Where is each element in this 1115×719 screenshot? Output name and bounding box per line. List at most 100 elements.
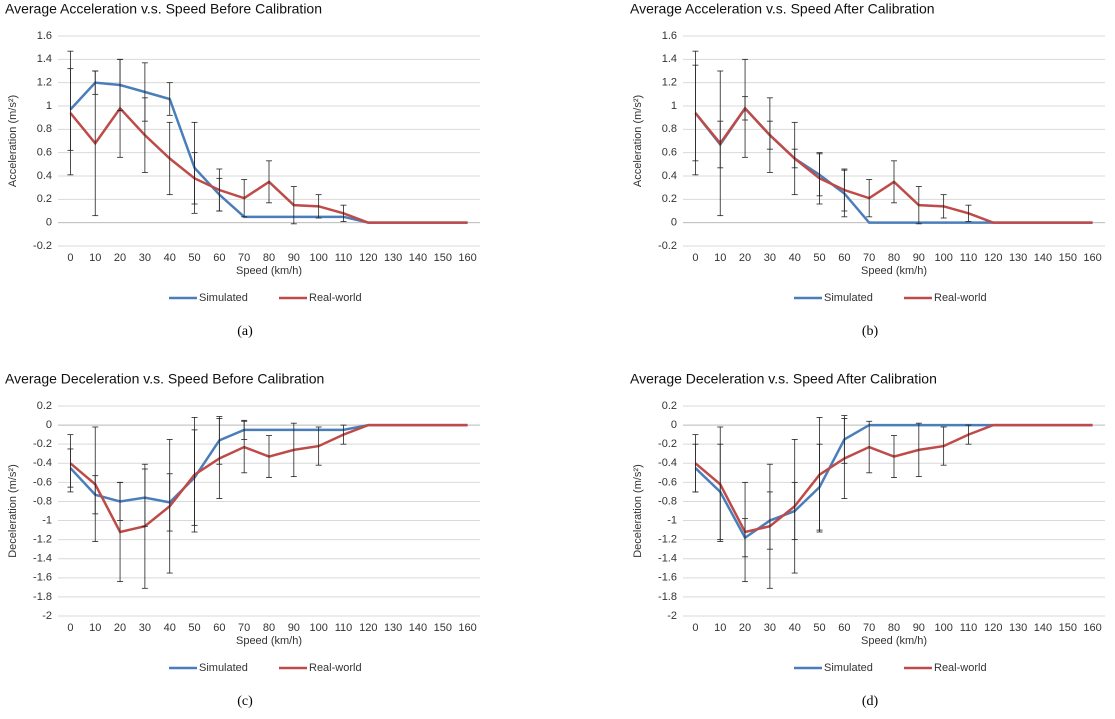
- error-bar: [216, 168, 223, 212]
- error-bar: [92, 426, 99, 542]
- x-axis-label: Speed (km/h): [861, 265, 927, 277]
- error-bar: [315, 194, 322, 219]
- x-tick-label: 10: [714, 252, 726, 264]
- error-bar: [766, 97, 773, 173]
- x-tick-label: 90: [913, 252, 925, 264]
- error-bar: [315, 426, 322, 466]
- error-bar: [791, 121, 798, 196]
- x-tick-label: 60: [213, 622, 225, 634]
- x-tick-label: 80: [888, 252, 900, 264]
- error-bar: [241, 179, 248, 218]
- y-tick-label: 0.2: [662, 193, 677, 205]
- y-tick-label: -0.4: [658, 457, 677, 469]
- x-tick-label: 20: [114, 252, 126, 264]
- error-bar: [266, 435, 272, 478]
- error-bar: [141, 463, 148, 589]
- error-bar: [866, 179, 873, 218]
- y-tick-label: 1.4: [662, 53, 677, 65]
- x-tick-label: 40: [164, 252, 176, 264]
- chart-title: Average Deceleration v.s. Speed After Ca…: [630, 371, 937, 387]
- error-bar: [692, 434, 699, 493]
- legend-label: Simulated: [199, 662, 248, 674]
- caption: (b): [862, 324, 879, 339]
- y-tick-label: -1.8: [658, 591, 677, 603]
- x-tick-label: 30: [139, 252, 151, 264]
- error-bar: [965, 424, 972, 445]
- error-bar: [717, 426, 724, 542]
- legend-label: Real-world: [934, 662, 987, 674]
- x-tick-label: 140: [409, 252, 427, 264]
- error-bar: [67, 50, 74, 176]
- caption: (d): [862, 694, 879, 709]
- x-tick-label: 60: [213, 252, 225, 264]
- x-tick-label: 120: [359, 252, 377, 264]
- x-tick-label: 90: [288, 252, 300, 264]
- y-tick-label: 0: [46, 419, 52, 431]
- y-tick-label: 1.4: [37, 53, 52, 65]
- error-bar: [191, 417, 198, 533]
- error-bar: [816, 152, 823, 205]
- y-axis-label: Deceleration (m/s²): [7, 464, 19, 558]
- x-tick-label: 40: [789, 252, 801, 264]
- x-tick-label: 160: [1083, 252, 1101, 264]
- y-tick-label: 0.4: [37, 170, 52, 182]
- x-tick-label: 70: [238, 252, 250, 264]
- legend-label: Real-world: [934, 292, 987, 304]
- y-tick-label: -0.2: [33, 438, 52, 450]
- x-tick-label: 40: [164, 622, 176, 634]
- y-tick-label: -2: [667, 610, 677, 622]
- x-tick-label: 0: [692, 622, 698, 634]
- error-bar: [241, 420, 248, 474]
- x-tick-label: 70: [863, 252, 875, 264]
- x-tick-label: 140: [1034, 252, 1052, 264]
- y-tick-label: 0.2: [37, 400, 52, 412]
- chart-title: Average Acceleration v.s. Speed After Ca…: [630, 1, 935, 17]
- y-tick-label: -2: [42, 610, 52, 622]
- y-tick-label: 0: [671, 419, 677, 431]
- y-tick-label: -1: [667, 514, 677, 526]
- error-bar: [141, 97, 148, 173]
- y-axis-label: Acceleration (m/s²): [7, 95, 19, 187]
- legend-label: Real-world: [309, 292, 362, 304]
- error-bar: [67, 434, 74, 493]
- error-bar: [717, 70, 724, 217]
- legend-label: Real-world: [309, 662, 362, 674]
- x-tick-label: 50: [188, 252, 200, 264]
- caption: (c): [237, 694, 253, 709]
- y-tick-label: -1.6: [33, 572, 52, 584]
- y-tick-label: -0.6: [658, 476, 677, 488]
- error-bar: [940, 426, 947, 466]
- y-tick-label: -0.2: [658, 240, 677, 252]
- x-tick-label: 50: [813, 252, 825, 264]
- x-tick-label: 120: [984, 252, 1002, 264]
- y-tick-label: 1.2: [662, 77, 677, 89]
- y-tick-label: -1.6: [658, 572, 677, 584]
- error-bar: [340, 204, 347, 222]
- error-bar: [841, 418, 848, 499]
- chart-title: Average Acceleration v.s. Speed Before C…: [5, 1, 322, 17]
- y-tick-label: 1: [671, 100, 677, 112]
- x-tick-label: 140: [1034, 622, 1052, 634]
- error-bar: [117, 481, 124, 583]
- chart-title: Average Deceleration v.s. Speed Before C…: [5, 371, 324, 387]
- error-bar: [866, 420, 873, 474]
- y-tick-label: 1.2: [37, 77, 52, 89]
- y-tick-label: 1.6: [37, 30, 52, 42]
- error-bar: [216, 418, 223, 499]
- error-bar: [166, 121, 173, 196]
- x-axis-label: Speed (km/h): [236, 265, 302, 277]
- x-tick-label: 130: [1009, 622, 1027, 634]
- y-tick-label: 1: [46, 100, 52, 112]
- x-tick-label: 80: [263, 622, 275, 634]
- x-tick-label: 70: [863, 622, 875, 634]
- x-tick-label: 0: [67, 252, 73, 264]
- error-bar: [92, 70, 99, 217]
- x-tick-label: 20: [114, 622, 126, 634]
- caption: (a): [237, 324, 253, 339]
- x-tick-label: 30: [764, 622, 776, 634]
- y-axis-label: Deceleration (m/s²): [632, 464, 644, 558]
- error-bar: [965, 204, 972, 222]
- legend-label: Simulated: [824, 292, 873, 304]
- x-tick-label: 70: [238, 622, 250, 634]
